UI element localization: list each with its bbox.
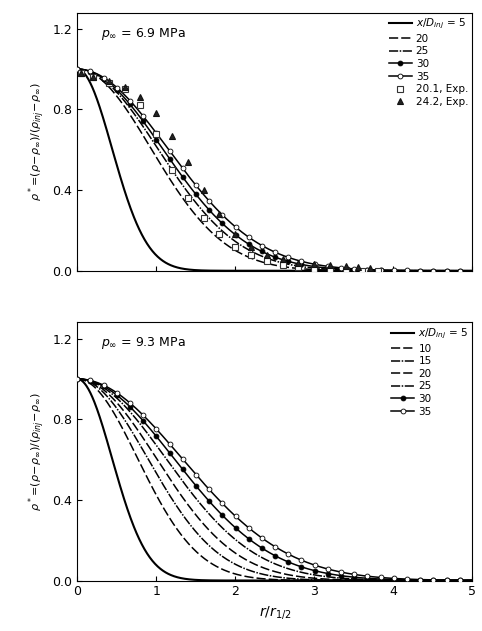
Y-axis label: $\rho^*\!=\!(\rho\!-\!\rho_\infty)/(\rho_{inj}\!-\!\rho_\infty)$: $\rho^*\!=\!(\rho\!-\!\rho_\infty)/(\rho… xyxy=(26,83,47,201)
Text: $p_\infty$ = 9.3 MPa: $p_\infty$ = 9.3 MPa xyxy=(101,335,186,351)
Text: $p_\infty$ = 6.9 MPa: $p_\infty$ = 6.9 MPa xyxy=(101,25,186,42)
Legend: $x/D_{inj}$ = 5, 20, 25, 30, 35, 20.1, Exp., 24.2, Exp.: $x/D_{inj}$ = 5, 20, 25, 30, 35, 20.1, E… xyxy=(388,16,469,108)
Y-axis label: $\rho^*\!=\!(\rho\!-\!\rho_\infty)/(\rho_{inj}\!-\!\rho_\infty)$: $\rho^*\!=\!(\rho\!-\!\rho_\infty)/(\rho… xyxy=(26,392,47,510)
Legend: $x/D_{inj}$ = 5, 10, 15, 20, 25, 30, 35: $x/D_{inj}$ = 5, 10, 15, 20, 25, 30, 35 xyxy=(390,326,469,418)
X-axis label: $r/r_{1/2}$: $r/r_{1/2}$ xyxy=(258,604,291,621)
